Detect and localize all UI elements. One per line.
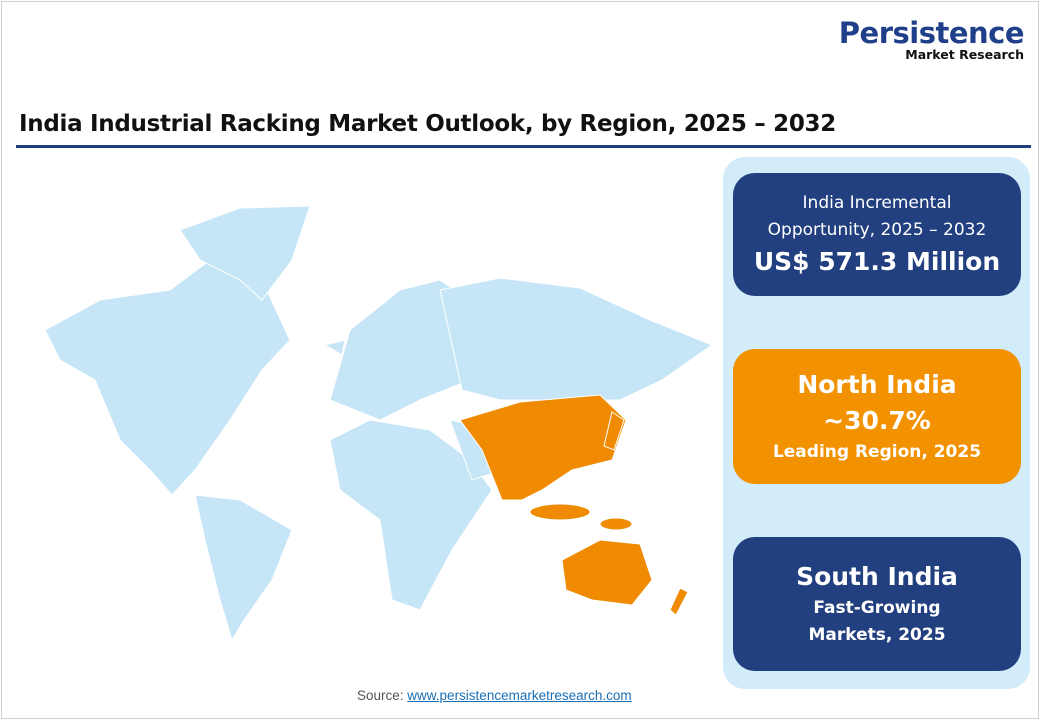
logo-subtext: Market Research xyxy=(905,47,1024,62)
greenland xyxy=(179,205,311,301)
papua xyxy=(599,517,633,531)
source-label: Source: xyxy=(357,688,404,703)
source-note: Source: www.persistencemarketresearch.co… xyxy=(357,688,632,703)
russia xyxy=(439,277,714,401)
antarctic-isles xyxy=(323,339,346,356)
title-divider xyxy=(16,145,1031,148)
card-sub: Leading Region, 2025 xyxy=(772,442,982,462)
asia-pacific-highlight xyxy=(459,394,689,616)
australia xyxy=(561,539,653,606)
south-america xyxy=(194,494,293,642)
north-america xyxy=(44,244,291,496)
card-label: North India xyxy=(797,370,957,399)
card-label: South India xyxy=(796,562,958,591)
incremental-opportunity-card: India Incremental Opportunity, 2025 – 20… xyxy=(733,173,1021,296)
new-zealand xyxy=(669,587,689,616)
japan xyxy=(603,411,625,451)
logo: Persistence Market Research xyxy=(838,16,1025,62)
asia-highlight xyxy=(459,394,627,501)
leading-region-card: North India ~30.7% Leading Region, 2025 xyxy=(733,349,1021,484)
source-link[interactable]: www.persistencemarketresearch.com xyxy=(407,688,632,703)
card-value: US$ 571.3 Million xyxy=(753,246,1001,276)
world-map xyxy=(44,205,714,642)
card-sub: Fast-Growing Markets, 2025 xyxy=(808,598,946,645)
africa xyxy=(329,419,493,611)
card-value: ~30.7% xyxy=(823,406,931,435)
card-label: India Incremental Opportunity, 2025 – 20… xyxy=(767,192,987,240)
indonesia xyxy=(529,503,591,521)
logo-text: Persistence xyxy=(838,16,1025,50)
page-title: India Industrial Racking Market Outlook,… xyxy=(19,111,836,137)
fast-growing-card: South India Fast-Growing Markets, 2025 xyxy=(733,537,1021,671)
